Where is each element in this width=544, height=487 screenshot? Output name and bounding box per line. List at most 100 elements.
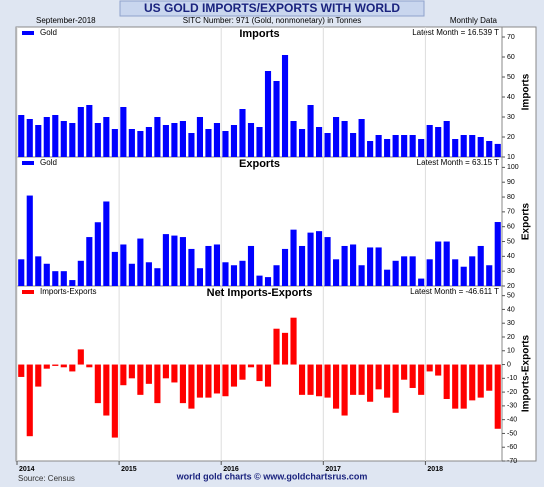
y-axis-label: Exports	[521, 202, 532, 240]
y-tick-label: 40	[507, 306, 515, 313]
panel-title: Imports	[239, 28, 279, 40]
x-tick-label: 2018	[427, 466, 443, 473]
bar	[477, 245, 484, 286]
y-tick-label: 0	[507, 361, 511, 368]
bar	[333, 259, 340, 286]
bar	[239, 260, 246, 286]
bar	[375, 364, 382, 390]
bar	[256, 127, 263, 157]
y-tick-label: 60	[507, 224, 515, 231]
y-tick-label: -20	[507, 389, 517, 396]
bar	[392, 135, 399, 157]
bar	[196, 268, 204, 286]
bar	[281, 332, 289, 365]
bar	[384, 364, 391, 398]
bar	[426, 364, 433, 372]
bar	[196, 117, 204, 157]
title-banner	[119, 0, 425, 17]
bar	[120, 364, 127, 386]
bar	[86, 237, 93, 286]
bar	[443, 121, 450, 157]
bar	[69, 280, 76, 286]
y-tick-label: 20	[507, 134, 515, 141]
bar	[273, 265, 280, 286]
credit: world gold charts © www.goldchartsrus.co…	[176, 471, 368, 481]
bar	[375, 135, 382, 157]
bar	[341, 245, 348, 286]
bar	[205, 364, 212, 398]
y-tick-label: 40	[507, 253, 515, 260]
bar	[460, 266, 467, 286]
bar	[384, 269, 391, 286]
bar	[35, 364, 42, 387]
annotation: Latest Month = 16.539 T	[412, 28, 499, 37]
bar	[94, 364, 101, 404]
subtitle: SITC Number: 971 (Gold, nonmonetary) in …	[183, 16, 362, 25]
bar	[324, 237, 331, 286]
bar	[94, 222, 101, 286]
bar	[290, 229, 297, 286]
bar	[171, 235, 178, 286]
bar	[128, 129, 135, 157]
bar	[162, 364, 169, 379]
y-tick-label: 30	[507, 320, 515, 327]
y-tick-label: 20	[507, 334, 515, 341]
bar	[86, 364, 93, 368]
bar	[264, 71, 272, 157]
bar	[111, 251, 118, 286]
y-tick-label: 50	[507, 292, 515, 299]
bar	[120, 244, 127, 286]
bar	[111, 364, 118, 438]
bar	[162, 234, 169, 286]
bar	[188, 248, 195, 286]
bar	[494, 364, 501, 429]
y-tick-label: 70	[507, 209, 515, 216]
bar	[494, 222, 501, 286]
bar	[477, 364, 484, 398]
bar	[111, 129, 118, 157]
y-tick-label: 30	[507, 114, 515, 121]
bar	[35, 256, 42, 286]
bar	[281, 248, 289, 286]
legend-swatch	[22, 31, 34, 35]
legend-swatch	[22, 161, 34, 165]
legend-label: Gold	[40, 28, 57, 37]
bar	[307, 232, 314, 286]
bar	[392, 260, 399, 286]
bar	[341, 364, 348, 416]
bar	[315, 231, 323, 286]
bar	[94, 123, 101, 157]
bar	[375, 247, 382, 286]
y-tick-label: 60	[507, 54, 515, 61]
bar	[256, 275, 263, 286]
bar	[384, 139, 391, 157]
bar	[52, 271, 59, 286]
bar	[256, 364, 263, 382]
bar	[298, 245, 306, 286]
bar	[18, 259, 25, 286]
bar	[486, 364, 493, 391]
bar	[222, 364, 229, 397]
panel-title: Exports	[239, 158, 280, 170]
y-tick-label: 20	[507, 283, 515, 290]
bar	[239, 364, 246, 380]
bar	[350, 244, 357, 286]
bar	[333, 117, 340, 157]
y-tick-label: 50	[507, 238, 515, 245]
bar	[26, 195, 33, 286]
bar	[401, 256, 408, 286]
y-tick-label: -10	[507, 375, 517, 382]
legend-label: Imports-Exports	[40, 287, 96, 296]
bar	[26, 364, 33, 437]
bar	[358, 119, 365, 157]
bar	[171, 123, 178, 157]
bar	[145, 127, 152, 157]
bar	[418, 139, 425, 157]
bar	[367, 364, 374, 402]
bar	[460, 364, 467, 409]
bar	[350, 364, 357, 395]
bar	[418, 364, 425, 395]
bar	[213, 364, 221, 394]
bar	[77, 260, 84, 286]
